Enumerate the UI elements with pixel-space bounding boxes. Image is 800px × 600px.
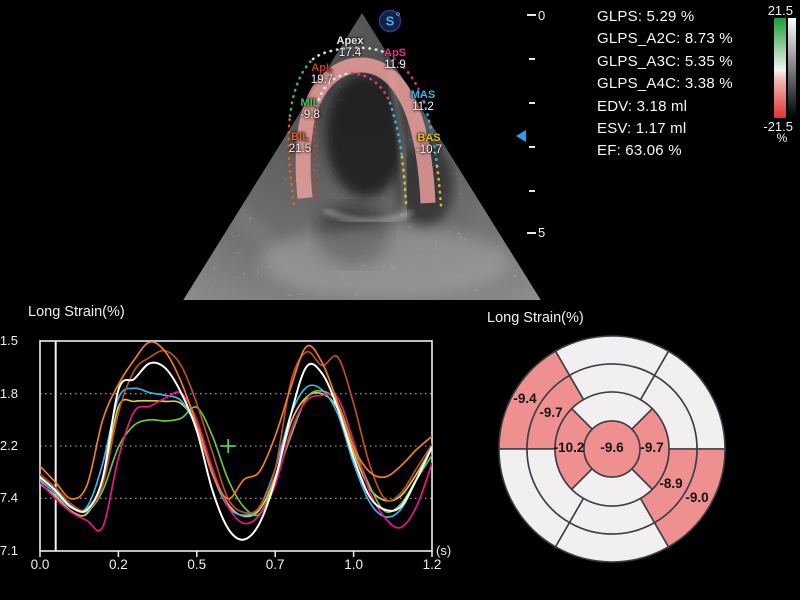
segment-name: MAS [410,89,436,101]
x-tick-label: 0.7 [265,557,285,572]
segment-name: BAS [417,132,441,144]
valve-highlight [323,207,414,224]
x-tick-label: 0.2 [109,557,128,572]
x-axis-unit: (s) [436,543,452,558]
colorbar-min-label: -21.5 [763,119,793,134]
measurement-results: GLPS: 5.29 % GLPS_A2C: 8.73 % GLPS_A3C: 5.… [597,6,733,163]
segment-peak-strain-value: 17.4 [338,46,362,59]
y-tick-label: -17.1 [0,543,18,558]
strain-curve-BIL [40,341,432,500]
segment-name: Apex [336,35,364,47]
vendor-logo-letter: S [386,14,395,29]
strain-curve-MIL [40,389,432,517]
measurement-line-3: GLPS_A4C: 3.38 % [597,75,733,93]
bullseye-segment-value: -8.9 [659,476,682,491]
segment-peak-strain-value: 21.5 [288,142,312,155]
x-tick-label: 1.2 [422,557,442,572]
bullseye-center-segment [583,420,641,478]
segment-label-aps: ApS 11.9 [384,47,406,71]
strain-chart-plot[interactable] [0,300,465,600]
x-tick-label: 1.0 [344,557,363,572]
strain-roi-contour-dots [287,46,443,208]
x-tick-label: 0.0 [30,557,50,572]
y-tick-label: -7.4 [0,490,18,506]
lv-cavity-shadow [326,73,406,197]
segment-peak-strain-value: 11.9 [384,58,406,71]
segment-label-bil: BIL 21.5 [288,131,312,155]
depth-tick [529,58,535,60]
depth-label-top: 0 [538,8,546,23]
roi-dots-mas [422,100,439,168]
depth-tick [527,232,536,234]
segment-name: BIL [291,131,309,143]
segment-label-bas: BAS -10.7 [415,132,443,156]
segment-label-mil: MIL -9.8 [300,97,320,121]
roi-dots-apl [313,104,319,200]
bullseye-segment-value: -9.7 [539,405,562,420]
segment-name: MIL [300,97,320,109]
roi-dots-aps [350,71,392,105]
measurement-line-4: EDV: 3.18 ml [597,97,688,115]
bullseye-segment-value: -9.7 [640,440,663,455]
lateral-wall-highlight [230,204,330,300]
strain-chart-panel: Long Strain(%) 21.5 11.8 2.2 -7.4 -17.1 0.0 0.… [0,300,465,600]
strain-curve-ApL [40,349,432,515]
bullseye-plot: -9.4 -9.0 -9.7 -8.9 -10.2 -9.7 -9.6 [498,335,726,563]
x-tick-label: 0.5 [187,557,207,572]
depth-tick [529,146,535,148]
measurement-line-6: EF: 63.06 % [597,142,682,160]
depth-tick [529,190,535,192]
segment-label-apex: Apex 17.4 [336,35,364,59]
bullseye-panel: Long Strain(%) -9.4 -9.0 -9.7 -8.9 -10.2 -9.7… [480,300,800,600]
pericardium-highlight [260,226,510,298]
depth-tick [529,102,535,104]
measurement-line-5: ESV: 1.17 ml [597,120,687,138]
y-tick-label: 11.8 [0,385,18,401]
depth-tick [527,14,536,16]
depth-ruler: 0 5 [505,0,565,300]
vendor-logo: S [378,9,402,33]
strain-curve-Apex [40,361,432,541]
segment-peak-strain-value: -9.8 [300,108,320,121]
colorbar-unit-label: % [776,131,788,145]
ultrasound-panel: Apex 17.4 ApS 11.9 ApL 19.7 MIL -9.8 MAS 11.2 BIL 2… [175,0,560,300]
y-tick-label: 2.2 [0,438,18,453]
chart-title: Long Strain(%) [28,304,125,320]
bullseye-segment-value: -9.6 [600,440,624,455]
strain-colorbar: 21.5 -21.5 % [752,0,800,150]
segment-label-mas: MAS 11.2 [410,89,436,113]
strain-roi-band [295,57,436,204]
measurement-line-0: GLPS: 5.29 % [597,8,695,25]
roi-dots-mas [388,101,404,159]
bullseye-segment-value: -10.2 [554,440,585,455]
roi-dots-apex [315,71,354,108]
strain-curve-MAS [40,384,432,518]
measurement-line-1: GLPS_A2C: 8.73 % [597,30,733,48]
segment-name: ApS [384,47,406,59]
chart-crosshair-marker[interactable] [221,439,236,453]
focus-marker-icon[interactable] [516,130,526,142]
depth-label-bottom: 5 [538,225,546,240]
roi-dots-apex [311,46,391,61]
bullseye-title: Long Strain(%) [487,310,584,326]
bullseye-segment-value: -9.4 [513,391,537,406]
bullseye-segment-value: -9.0 [685,490,708,505]
roi-dots-mil [288,57,315,118]
segment-peak-strain-value: -10.7 [415,143,443,156]
strain-curve-ApS [40,391,432,532]
measurement-line-2: GLPS_A3C: 5.35 % [597,52,733,70]
segment-label-apl: ApL 19.7 [310,62,334,86]
segment-peak-strain-value: 19.7 [310,73,334,86]
roi-dots-bas [435,164,443,208]
y-tick-label: 21.5 [0,333,18,348]
strain-gradient-bar [774,18,786,118]
gray-gradient-bar [788,18,796,118]
colorbar-max-label: 21.5 [767,3,793,18]
ultrasound-image [183,13,542,300]
segment-name: ApL [311,62,333,74]
segment-peak-strain-value: 11.2 [412,100,434,113]
